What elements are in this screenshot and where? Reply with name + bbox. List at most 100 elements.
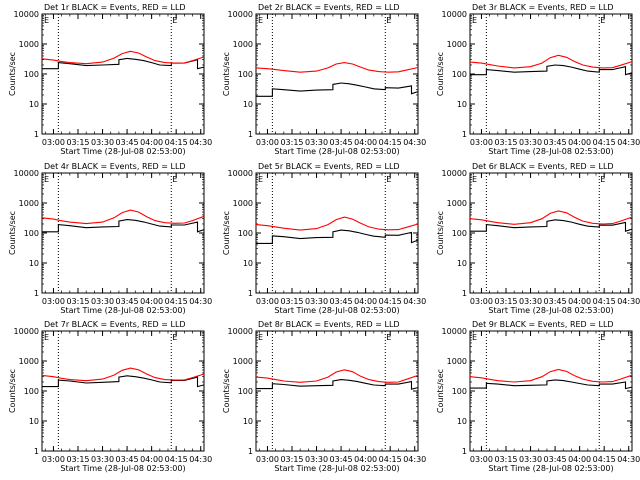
x-tick-label: 04:15 (165, 138, 188, 147)
x-tick-label: 03:45 (116, 138, 139, 147)
y-tick-label: 1000 (19, 199, 39, 208)
x-tick-label: 03:00 (470, 297, 493, 306)
series-line-events (470, 64, 633, 76)
corner-label: E (172, 16, 177, 25)
x-axis-label: Start Time (28-Jul-08 02:53:00) (274, 464, 399, 473)
series-line-events (470, 379, 633, 390)
x-tick-label: 03:00 (256, 138, 279, 147)
x-tick-label: 03:00 (42, 297, 65, 306)
corner-label: E (600, 175, 605, 184)
x-tick-label: 04:30 (189, 455, 212, 464)
x-axis-label: Start Time (28-Jul-08 02:53:00) (274, 306, 399, 315)
chart-panel: Det 7r BLACK = Events, RED = LLD 1 10 100 10… (8, 320, 212, 473)
x-tick-label: 04:15 (165, 455, 188, 464)
x-tick-label: 03:45 (544, 455, 567, 464)
x-tick-label: 04:00 (140, 138, 163, 147)
chart-panel: Det 2r BLACK = Events, RED = LLD 1 10 100 10… (222, 3, 426, 156)
y-tick-label: 1000 (233, 357, 253, 366)
y-tick-label: 100 (452, 70, 467, 79)
x-tick-label: 04:30 (617, 297, 640, 306)
series-line-lld (469, 210, 633, 225)
y-tick-label: 1 (462, 289, 467, 298)
y-tick-label: 1 (462, 447, 467, 456)
x-tick-label: 03:45 (116, 297, 139, 306)
y-tick-label: 100 (24, 229, 39, 238)
y-tick-label: 10 (457, 417, 467, 426)
chart-panel: Det 1r BLACK = Events, RED = LLD 1 10 100 10… (8, 3, 212, 156)
y-axis-label: Counts/sec (436, 369, 445, 413)
series-line-lld (41, 367, 205, 382)
x-tick-label: 03:30 (519, 138, 542, 147)
plot-frame (469, 330, 633, 452)
corner-label: E (44, 16, 49, 25)
chart-panel: Det 6r BLACK = Events, RED = LLD 1 10 100 10… (436, 162, 640, 315)
plot-frame (41, 172, 205, 294)
x-tick-label: 03:00 (42, 138, 65, 147)
y-axis-label: Counts/sec (8, 52, 17, 96)
chart-title: Det 5r BLACK = Events, RED = LLD (258, 162, 400, 171)
x-tick-label: 03:15 (494, 455, 517, 464)
x-tick-label: 03:15 (66, 455, 89, 464)
y-tick-label: 10000 (442, 10, 467, 19)
plot-frame (41, 13, 205, 135)
x-tick-label: 03:00 (256, 297, 279, 306)
y-axis-label: Counts/sec (222, 369, 231, 413)
x-tick-label: 03:15 (66, 138, 89, 147)
corner-label: E (600, 16, 605, 25)
x-axis-label: Start Time (28-Jul-08 02:53:00) (488, 306, 613, 315)
y-tick-label: 100 (452, 229, 467, 238)
series-line-events (256, 379, 419, 390)
y-tick-label: 10 (243, 259, 253, 268)
series-line-events (470, 219, 633, 232)
chart-title: Det 9r BLACK = Events, RED = LLD (472, 320, 614, 329)
y-axis-label: Counts/sec (222, 52, 231, 96)
x-tick-label: 03:15 (280, 455, 303, 464)
plot-frame (469, 13, 633, 135)
y-tick-label: 1 (248, 130, 253, 139)
x-tick-label: 03:45 (330, 455, 353, 464)
chart-title: Det 8r BLACK = Events, RED = LLD (258, 320, 400, 329)
x-tick-label: 03:45 (544, 297, 567, 306)
x-axis-label: Start Time (28-Jul-08 02:53:00) (60, 306, 185, 315)
x-tick-label: 03:30 (91, 297, 114, 306)
plot-frame (255, 13, 419, 135)
series-line-lld (41, 209, 205, 225)
x-tick-label: 03:15 (280, 138, 303, 147)
y-tick-label: 1 (34, 289, 39, 298)
corner-label: E (44, 175, 49, 184)
series-line-lld (255, 369, 419, 383)
chart-title: Det 3r BLACK = Events, RED = LLD (472, 3, 614, 12)
x-tick-label: 03:30 (305, 138, 328, 147)
chart-panel: Det 8r BLACK = Events, RED = LLD 1 10 100 10… (222, 320, 426, 473)
x-tick-label: 03:30 (91, 455, 114, 464)
y-tick-label: 1000 (233, 199, 253, 208)
chart-panel: Det 4r BLACK = Events, RED = LLD 1 10 100 10… (8, 162, 212, 315)
x-tick-label: 04:15 (593, 138, 616, 147)
y-tick-label: 100 (238, 229, 253, 238)
x-tick-label: 03:15 (280, 297, 303, 306)
y-tick-label: 10000 (228, 327, 253, 336)
y-tick-label: 10 (29, 417, 39, 426)
x-axis-label: Start Time (28-Jul-08 02:53:00) (274, 147, 399, 156)
x-tick-label: 03:45 (544, 138, 567, 147)
y-tick-label: 1000 (447, 40, 467, 49)
y-tick-label: 100 (452, 387, 467, 396)
corner-label: E (472, 175, 477, 184)
x-tick-label: 04:00 (568, 297, 591, 306)
y-tick-label: 10000 (228, 169, 253, 178)
y-tick-label: 1000 (233, 40, 253, 49)
x-axis-label: Start Time (28-Jul-08 02:53:00) (60, 464, 185, 473)
chart-panel: Det 5r BLACK = Events, RED = LLD 1 10 100 10… (222, 162, 426, 315)
x-tick-label: 04:30 (403, 297, 426, 306)
x-tick-label: 04:15 (379, 297, 402, 306)
plot-frame (41, 330, 205, 452)
y-axis-label: Counts/sec (222, 211, 231, 255)
x-tick-label: 03:00 (470, 138, 493, 147)
corner-label: E (172, 333, 177, 342)
x-tick-label: 03:30 (305, 455, 328, 464)
x-tick-label: 04:00 (354, 455, 377, 464)
x-tick-label: 04:00 (568, 138, 591, 147)
chart-panel: Det 9r BLACK = Events, RED = LLD 1 10 100 10… (436, 320, 640, 473)
x-tick-label: 04:30 (189, 297, 212, 306)
